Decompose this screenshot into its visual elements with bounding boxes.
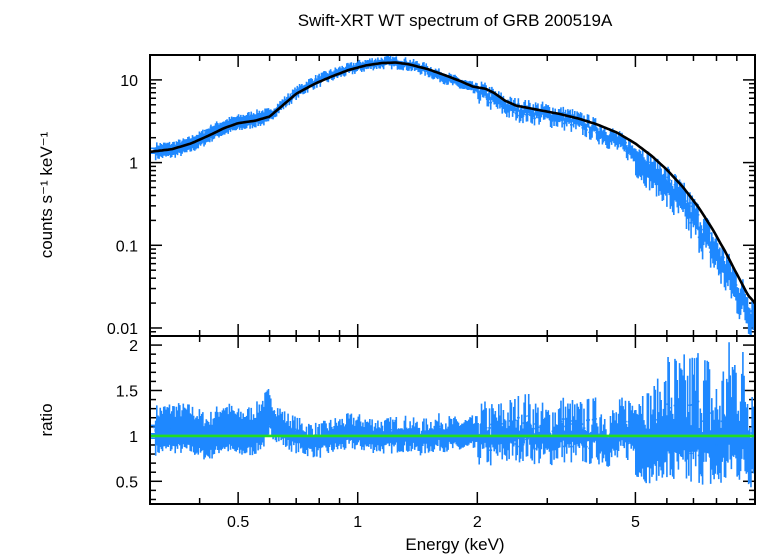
spectrum-point [457,81,461,85]
ratio-y-tick-label: 1.5 [116,383,138,400]
ratio-point [715,443,718,447]
ratio-point [222,425,225,429]
spectrum-point [662,179,666,183]
spectrum-point [710,244,714,247]
chart-title: Swift-XRT WT spectrum of GRB 200519A [298,11,613,30]
ratio-point [524,427,528,430]
x-tick-label: 5 [631,514,640,531]
ratio-panel: 0.5 1 2 5 0.5 1 1.5 2 ratio Energy (keV) [37,335,756,554]
ratio-point [170,427,173,430]
spectrum-y-tick-label: 0.1 [116,238,138,255]
ratio-point [630,425,634,429]
spectrum-point [679,199,682,202]
ratio-point [154,430,157,433]
spectrum-point [309,82,312,85]
spectrum-point [527,109,531,113]
ratio-point [253,430,256,433]
spectrum-point [739,293,742,297]
spectrum-point [750,309,753,313]
ratio-y-tick-label: 2 [129,338,138,355]
x-tick-label: 1 [353,514,362,531]
ratio-frame [149,335,756,505]
spectrum-y-axis-label: counts s⁻¹ keV⁻¹ [37,131,56,258]
x-tick-label: 2 [473,514,482,531]
ratio-point [746,430,750,433]
spectrum-point [214,128,218,131]
ratio-y-tick-label: 1 [129,429,138,446]
ratio-point [419,437,422,440]
x-axis-label: Energy (keV) [405,535,504,554]
spectrum-y-tick-label: 0.01 [107,321,138,338]
ratio-data-points [150,342,755,488]
spectrum-point [627,146,630,150]
ratio-point [268,414,271,418]
spectrum-point [546,112,549,115]
ratio-point [189,429,192,432]
ratio-point [665,427,669,430]
ratio-point [351,431,354,434]
ratio-point [595,431,599,435]
ratio-point [318,440,321,443]
spectrum-point [586,124,590,127]
spectrum-point [476,88,479,91]
spectrum-y-tick-label: 1 [129,156,138,173]
ratio-point [302,437,305,440]
spectrum-point [567,117,571,120]
ratio-point [647,441,650,444]
spectrum-point [256,116,259,119]
x-tick-label: 0.5 [227,514,249,531]
spectrum-point [644,163,647,166]
ratio-point [543,437,546,440]
ratio-point [437,431,441,435]
ratio-point [699,421,702,424]
spectrum-point [608,134,611,138]
spectrum-point [725,268,729,272]
spectrum-point [492,97,495,101]
spectrum-data-points [150,55,755,336]
ratio-point [206,437,210,440]
ratio-point [731,416,735,419]
spectrum-point [694,217,698,220]
ratio-y-tick-label: 0.5 [116,474,138,491]
model-line [150,61,755,304]
spectrum-y-tick-label: 10 [120,73,138,90]
spectrum-panel: 0.01 0.1 1 10 counts s⁻¹ keV⁻¹ [37,54,756,338]
ratio-point [559,430,563,433]
spectrum-point [507,105,510,109]
ratio-y-axis-label: ratio [37,403,56,436]
ratio-point [284,430,288,433]
ratio-point [612,438,615,441]
